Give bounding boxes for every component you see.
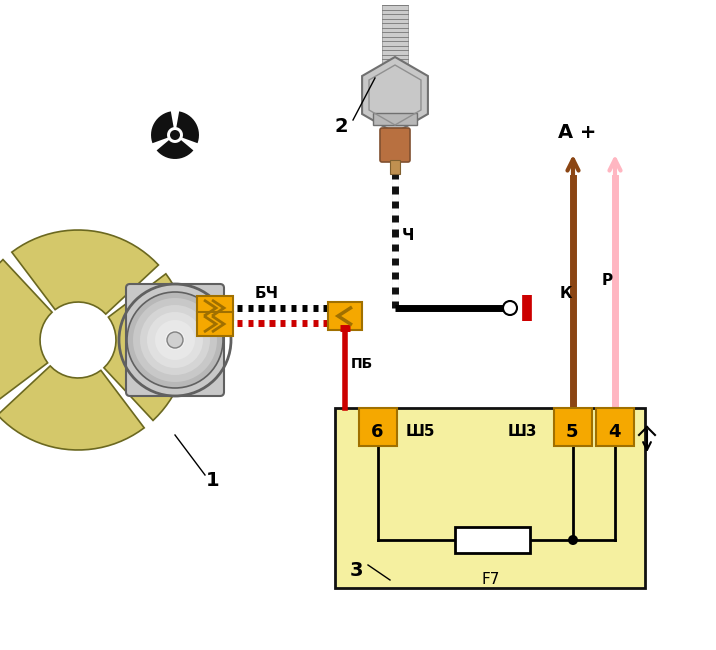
Text: ПБ: ПБ (351, 357, 373, 371)
Bar (554, 408, 592, 446)
Text: Ш3: Ш3 (508, 424, 538, 439)
Text: А +: А + (558, 122, 596, 142)
Bar (197, 312, 233, 336)
Polygon shape (151, 111, 173, 143)
Polygon shape (176, 111, 199, 143)
Bar (328, 302, 362, 330)
Bar (359, 408, 397, 446)
Circle shape (140, 305, 210, 375)
Bar (197, 296, 233, 320)
Text: 5: 5 (566, 423, 579, 441)
Text: К: К (560, 286, 573, 301)
Circle shape (133, 298, 217, 382)
Polygon shape (11, 230, 158, 314)
Text: F7: F7 (481, 573, 500, 588)
FancyBboxPatch shape (380, 128, 410, 162)
Polygon shape (0, 366, 144, 450)
Text: Р: Р (602, 273, 613, 288)
Text: 3: 3 (350, 560, 364, 580)
Circle shape (167, 332, 183, 348)
Polygon shape (104, 274, 188, 421)
Bar (390, 160, 400, 174)
FancyBboxPatch shape (373, 113, 417, 125)
Circle shape (568, 535, 578, 545)
Circle shape (165, 330, 185, 350)
Polygon shape (157, 140, 193, 159)
Circle shape (503, 301, 517, 315)
FancyBboxPatch shape (126, 284, 224, 396)
Circle shape (170, 130, 180, 140)
Text: Ч: Ч (402, 228, 415, 243)
Text: 4: 4 (608, 423, 621, 441)
Circle shape (127, 292, 223, 388)
Bar (382, 5, 408, 68)
Bar (596, 408, 634, 446)
Text: 2: 2 (334, 116, 348, 135)
Circle shape (155, 320, 195, 360)
Circle shape (147, 312, 203, 368)
Polygon shape (0, 259, 52, 406)
Text: БЧ: БЧ (255, 286, 279, 301)
Bar (455, 527, 530, 553)
Polygon shape (362, 57, 428, 133)
Text: 6: 6 (371, 423, 384, 441)
Text: 1: 1 (206, 471, 220, 489)
Text: Ш5: Ш5 (406, 424, 435, 439)
FancyBboxPatch shape (335, 408, 645, 588)
